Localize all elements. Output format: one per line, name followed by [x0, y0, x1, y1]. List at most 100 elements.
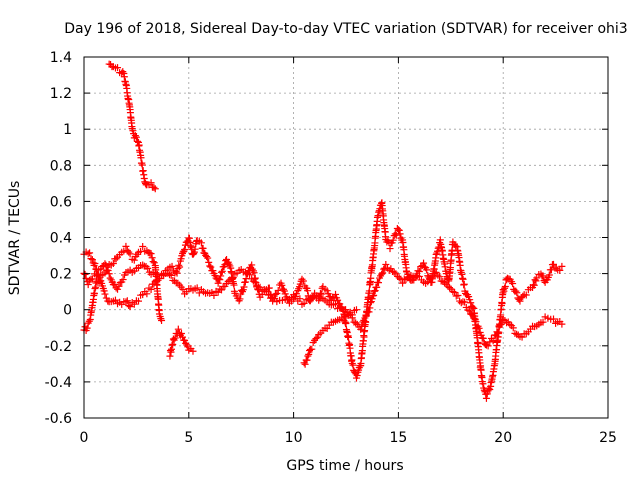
data-point	[545, 271, 553, 279]
x-tick-label: 5	[184, 430, 193, 446]
y-tick-label: 0.2	[50, 267, 72, 283]
data-point	[177, 255, 185, 263]
data-point	[380, 265, 388, 273]
data-point	[278, 281, 286, 289]
data-point	[486, 338, 494, 346]
data-point	[204, 254, 212, 262]
data-point	[111, 296, 119, 304]
data-point	[512, 287, 520, 295]
data-point	[465, 293, 473, 301]
data-point	[123, 297, 131, 305]
data-point	[399, 279, 407, 287]
data-point	[420, 259, 428, 267]
data-point	[308, 345, 316, 353]
y-tick-label: 1.4	[50, 50, 72, 66]
data-point	[251, 278, 259, 286]
data-point	[169, 340, 177, 348]
x-tick-label: 10	[285, 430, 303, 446]
data-point	[492, 332, 500, 340]
data-point	[352, 306, 360, 314]
data-point	[425, 275, 433, 283]
data-point	[158, 317, 166, 325]
data-point	[143, 290, 151, 298]
data-point	[217, 268, 225, 276]
data-point	[382, 260, 390, 268]
data-point	[88, 275, 96, 283]
data-point	[414, 267, 422, 275]
series-track-d	[105, 60, 159, 193]
data-point	[550, 260, 558, 268]
y-tick-label: 1.2	[50, 86, 72, 102]
data-point	[174, 325, 182, 333]
data-point	[434, 271, 442, 279]
data-point	[468, 310, 476, 318]
data-point	[131, 132, 139, 140]
data-point	[115, 282, 123, 290]
data-point	[357, 325, 365, 333]
data-point	[86, 249, 94, 257]
data-point	[265, 284, 273, 292]
x-tick-label: 15	[389, 430, 407, 446]
data-point	[390, 268, 398, 276]
data-point	[246, 271, 254, 279]
data-point	[147, 179, 155, 187]
data-point	[119, 276, 127, 284]
data-point	[371, 287, 379, 295]
data-point	[389, 236, 397, 244]
data-point	[212, 274, 220, 282]
data-point	[461, 298, 469, 306]
data-point	[101, 290, 109, 298]
x-axis-label: GPS time / hours	[286, 458, 403, 474]
series-track-c	[80, 260, 566, 350]
data-point	[141, 179, 149, 187]
data-point	[556, 266, 564, 274]
data-point	[374, 279, 382, 287]
data-point	[373, 283, 381, 291]
data-point	[323, 287, 331, 295]
data-point	[149, 258, 157, 266]
data-point	[181, 245, 189, 253]
data-point	[460, 280, 468, 288]
data-point	[486, 386, 494, 394]
data-point	[509, 280, 517, 288]
data-point	[457, 299, 465, 307]
data-point	[215, 275, 223, 283]
data-point	[467, 299, 475, 307]
data-point	[506, 320, 514, 328]
data-point	[104, 267, 112, 275]
data-point	[396, 230, 404, 238]
data-point	[122, 298, 130, 306]
series-track-e	[166, 325, 197, 360]
data-point	[539, 318, 547, 326]
data-point	[482, 394, 490, 402]
data-point	[83, 324, 91, 332]
data-point	[332, 300, 340, 308]
grid	[84, 57, 608, 418]
data-point	[256, 283, 264, 291]
data-point	[146, 249, 154, 257]
data-point	[175, 261, 183, 269]
chart-title: Day 196 of 2018, Sidereal Day-to-day VTE…	[64, 21, 627, 37]
data-point	[125, 301, 133, 309]
data-point	[126, 250, 134, 258]
data-point	[190, 249, 198, 257]
data-point	[469, 303, 477, 311]
data-point	[133, 137, 141, 145]
data-point	[166, 271, 174, 279]
data-point	[395, 226, 403, 234]
data-point	[494, 328, 502, 336]
y-tick-label: 1	[63, 122, 72, 138]
data-point	[395, 274, 403, 282]
data-point	[210, 291, 218, 299]
data-point	[134, 297, 142, 305]
data-point	[296, 295, 304, 303]
data-point	[379, 269, 387, 277]
data-point	[370, 287, 378, 295]
data-point	[444, 282, 452, 290]
data-point	[85, 317, 93, 325]
data-point	[253, 282, 261, 290]
data-point	[349, 361, 357, 369]
data-point	[300, 299, 308, 307]
data-point	[177, 330, 185, 338]
data-point	[88, 256, 96, 264]
